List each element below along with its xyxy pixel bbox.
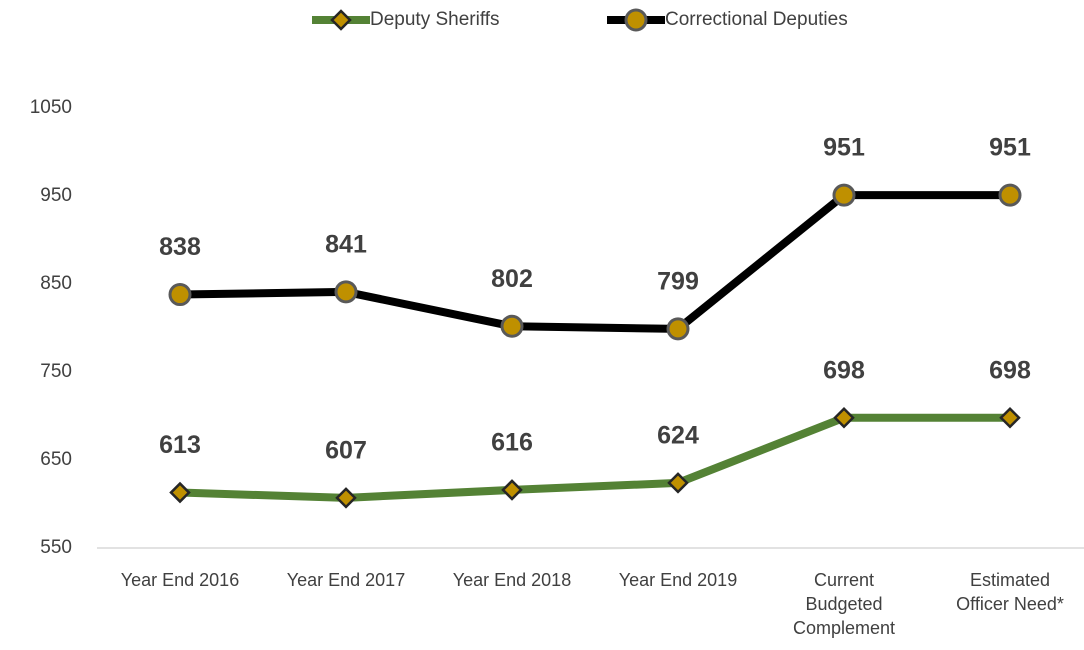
data-point [666, 317, 690, 341]
legend-label: Deputy Sheriffs [370, 9, 500, 30]
x-tick-label: Year End 2019 [618, 570, 738, 590]
data-point [667, 472, 689, 494]
data-point [335, 487, 357, 509]
data-point [501, 479, 523, 501]
data-label: 698 [823, 356, 865, 384]
data-point [998, 183, 1022, 207]
data-label: 951 [989, 134, 1031, 162]
data-label: 802 [491, 265, 533, 293]
series-line [179, 191, 1010, 333]
x-tick-label: Year End 2017 [286, 570, 406, 590]
y-tick-label: 950 [40, 185, 72, 206]
x-tick-label: Year End 2016 [120, 570, 240, 590]
legend-marker [624, 8, 648, 32]
y-tick-label: 650 [40, 449, 72, 470]
data-label: 616 [491, 429, 533, 457]
y-tick-label: 850 [40, 273, 72, 294]
x-tick-label: Current Budgeted Complement [792, 570, 896, 638]
y-tick-label: 550 [40, 537, 72, 558]
data-point [833, 406, 855, 429]
data-label: 951 [823, 134, 865, 162]
data-label: 613 [159, 431, 201, 459]
y-tick-label: 1050 [30, 97, 72, 118]
legend-marker [330, 9, 352, 31]
y-tick-label: 750 [40, 361, 72, 382]
data-label: 838 [159, 233, 201, 261]
data-point [334, 280, 358, 304]
data-point [500, 314, 524, 338]
data-point [169, 481, 191, 504]
x-tick-label: Estimated Officer Need* [956, 570, 1064, 614]
data-label: 624 [657, 421, 699, 449]
data-label: 799 [657, 267, 699, 295]
series-line [179, 413, 1010, 502]
legend-label: Correctional Deputies [665, 9, 848, 30]
data-point [832, 183, 856, 207]
data-point [999, 406, 1021, 429]
x-tick-label: Year End 2018 [452, 570, 572, 590]
data-label: 607 [325, 436, 367, 464]
data-point [168, 283, 192, 307]
data-label: 698 [989, 356, 1031, 384]
data-label: 841 [325, 231, 367, 259]
